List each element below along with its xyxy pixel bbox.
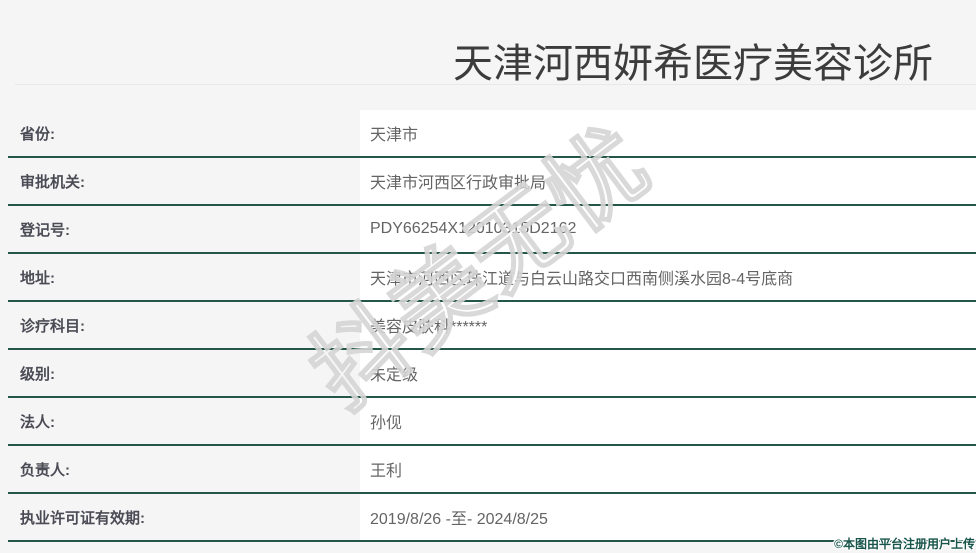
page-title: 天津河西妍希医疗美容诊所 — [453, 41, 933, 86]
row-value: PDY66254X12010315D2162 — [360, 206, 976, 252]
table-row: 审批机关: 天津市河西区行政审批局 — [8, 158, 976, 206]
row-label: 执业许可证有效期: — [20, 509, 145, 527]
row-value: 天津市 — [360, 110, 976, 156]
row-value: 孙伣 — [360, 398, 976, 444]
row-value: 天津市河西区珠江道与白云山路交口西南侧溪水园8-4号底商 — [360, 254, 976, 300]
clinic-info-table: 省份: 天津市 审批机关: 天津市河西区行政审批局 登记号: PDY66254X… — [8, 110, 976, 542]
table-row: 诊疗科目: 美容皮肤科****** — [8, 302, 976, 350]
row-label: 审批机关: — [20, 173, 85, 191]
header-divider — [15, 84, 976, 85]
table-row: 法人: 孙伣 — [8, 398, 976, 446]
row-label: 地址: — [20, 269, 55, 287]
row-value: 天津市河西区行政审批局 — [360, 158, 976, 204]
row-label: 法人: — [20, 413, 55, 431]
table-row: 登记号: PDY66254X12010315D2162 — [8, 206, 976, 254]
row-value: 王利 — [360, 446, 976, 492]
row-label: 登记号: — [20, 221, 70, 239]
table-row: 负责人: 王利 — [8, 446, 976, 494]
row-value: 2019/8/26 -至- 2024/8/25 — [360, 494, 976, 540]
row-value: 美容皮肤科****** — [360, 302, 976, 348]
row-label: 负责人: — [20, 461, 70, 479]
table-row: 级别: 未定级 — [8, 350, 976, 398]
table-row: 地址: 天津市河西区珠江道与白云山路交口西南侧溪水园8-4号底商 — [8, 254, 976, 302]
row-label: 级别: — [20, 365, 55, 383]
table-row: 省份: 天津市 — [8, 110, 976, 158]
row-label: 诊疗科目: — [20, 317, 85, 335]
row-value: 未定级 — [360, 350, 976, 396]
row-label: 省份: — [20, 125, 55, 143]
table-row: 执业许可证有效期: 2019/8/26 -至- 2024/8/25 — [8, 494, 976, 542]
corner-watermark: ©本图由平台注册用户上传 — [834, 537, 975, 551]
